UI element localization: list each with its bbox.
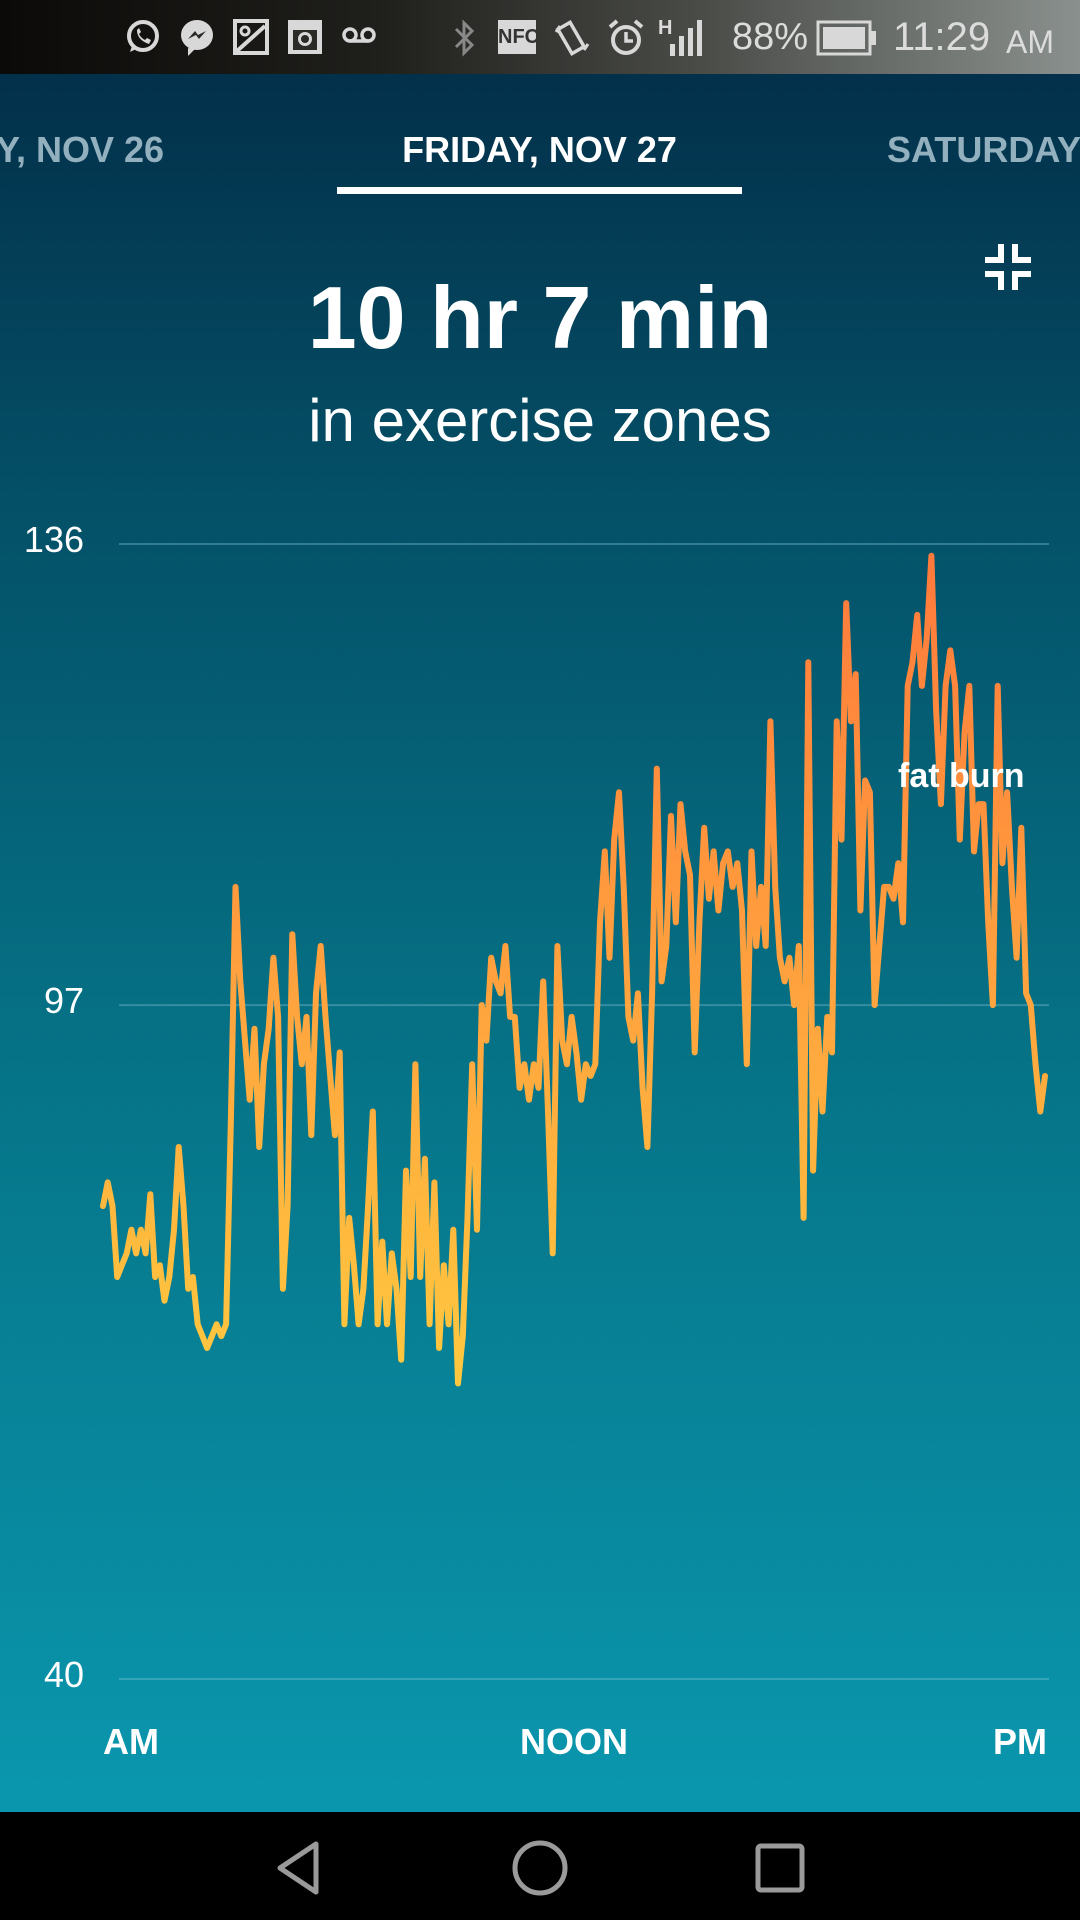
active-tab-indicator (337, 187, 742, 194)
clock-time: 11:29 (893, 15, 991, 59)
exercise-duration: 10 hr 7 min (307, 268, 773, 367)
y-tick-40: 40 (43, 1654, 84, 1695)
y-tick-97: 97 (43, 980, 84, 1021)
nfc-icon: NFC (498, 20, 539, 54)
bluetooth-icon (450, 18, 480, 57)
tab-next-day[interactable]: SATURDAY (887, 129, 1080, 170)
tab-current-day[interactable]: FRIDAY, NOV 27 (402, 129, 677, 170)
collapse-icon[interactable] (985, 244, 1031, 290)
vibrate-icon (552, 18, 592, 57)
voicemail-icon (340, 18, 378, 56)
whatsapp-icon (124, 18, 162, 56)
clock-ampm: AM (1006, 24, 1054, 60)
home-button[interactable] (510, 1838, 570, 1898)
battery-icon (816, 20, 878, 58)
heart-rate-line (100, 552, 1048, 1387)
battery-percent: 88% (732, 16, 809, 58)
x-label-pm: PM (993, 1721, 1047, 1762)
tab-previous-day[interactable]: Y, NOV 26 (0, 129, 165, 170)
navigation-bar (0, 1812, 1080, 1920)
zone-label: fat burn (898, 757, 1025, 795)
y-tick-136: 136 (23, 519, 84, 560)
gallery-icon (232, 18, 270, 56)
alarm-icon (606, 18, 646, 56)
back-button[interactable] (270, 1838, 330, 1898)
recents-button[interactable] (750, 1838, 810, 1898)
network-type: H (658, 17, 673, 39)
exercise-caption: in exercise zones (308, 387, 772, 454)
instagram-icon (286, 18, 324, 56)
signal-icon (656, 18, 706, 56)
x-label-noon: NOON (520, 1721, 628, 1762)
status-bar: NFC H 88% 11:29 AM (0, 0, 1080, 74)
x-label-am: AM (103, 1721, 159, 1762)
messenger-icon (178, 18, 216, 56)
